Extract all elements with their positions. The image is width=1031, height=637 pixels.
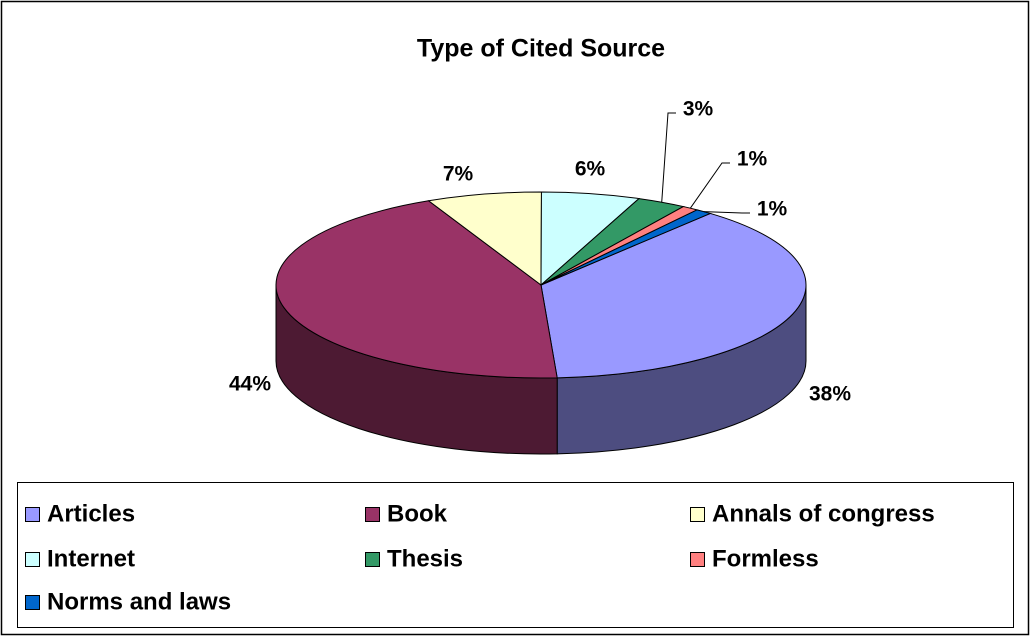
legend-swatch <box>690 507 705 522</box>
data-label: 3% <box>683 98 714 121</box>
legend-label: Internet <box>47 545 135 572</box>
data-label: 6% <box>575 158 606 181</box>
legend-label: Formless <box>712 545 819 572</box>
data-label: 1% <box>737 148 768 171</box>
leader-line <box>689 162 730 209</box>
legend-label: Annals of congress <box>712 500 935 527</box>
chart-title: Type of Cited Source <box>417 35 665 63</box>
legend-swatch <box>365 552 380 567</box>
data-label: 38% <box>809 383 851 406</box>
leader-line <box>661 112 676 203</box>
pie-slice <box>540 212 807 379</box>
legend-swatch <box>25 552 40 567</box>
legend-label: Thesis <box>387 545 463 572</box>
legend-label: Articles <box>47 500 135 527</box>
pie-slice <box>427 191 542 286</box>
legend-swatch <box>690 552 705 567</box>
legend-label: Norms and laws <box>47 588 231 615</box>
legend-label: Book <box>387 500 448 527</box>
leader-line <box>703 211 750 214</box>
legend-box <box>17 482 1014 628</box>
pie-slice <box>540 209 712 286</box>
data-label: 44% <box>229 373 271 396</box>
data-label: 7% <box>443 163 474 186</box>
legend-swatch <box>365 507 380 522</box>
legend-swatch <box>25 595 40 610</box>
data-label: 1% <box>757 198 788 221</box>
legend-swatch <box>25 507 40 522</box>
